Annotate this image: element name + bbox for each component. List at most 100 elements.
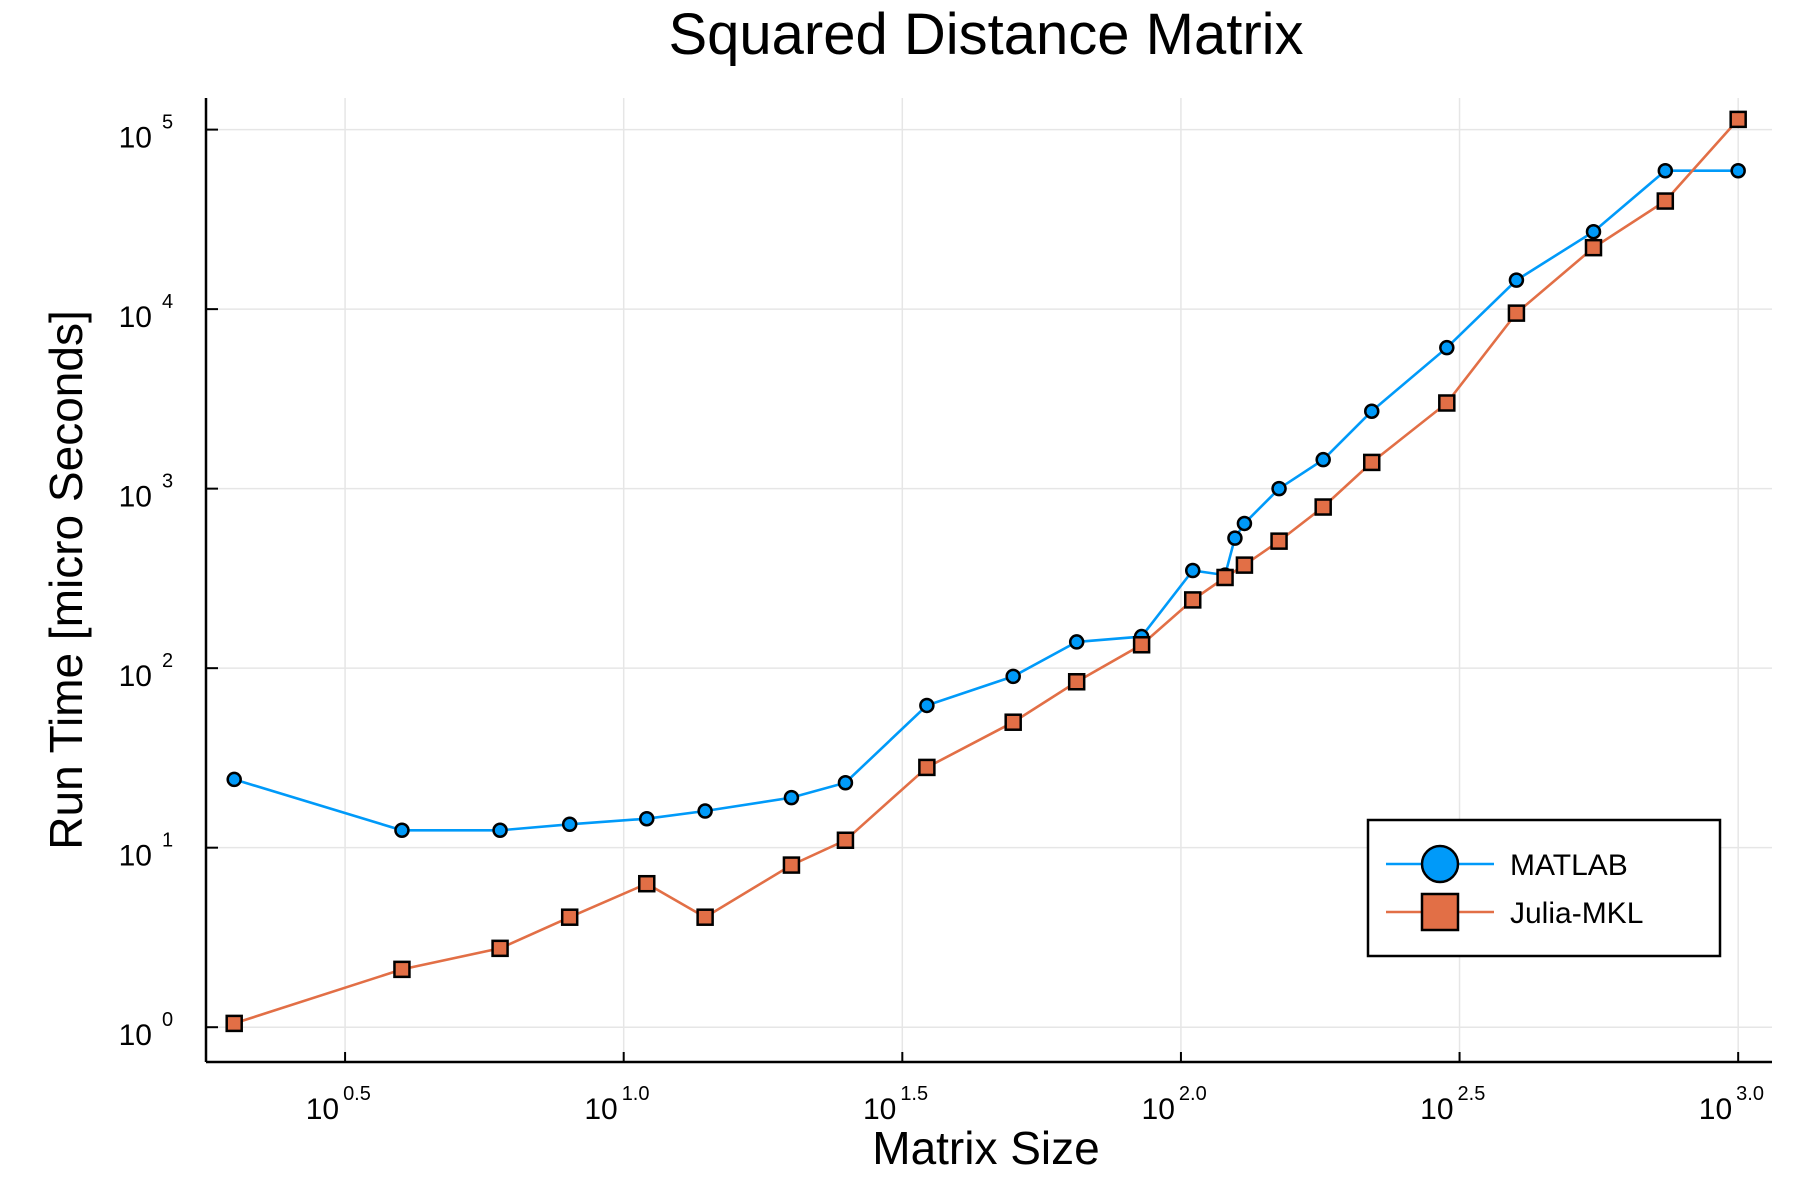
data-point [1183,591,1202,609]
data-point [1216,568,1234,587]
y-tick-base: 10 [119,1019,152,1052]
data-point [1235,556,1254,574]
tick-labels: 10 0.5 10 1.0 10 1.5 10 2.0 10 2.5 10 3.010 010 110 21… [119,112,1764,1126]
y-tick-label: 10 0 [119,1009,174,1052]
data-point [561,816,578,833]
y-tick-label: 10 2 [119,650,174,693]
legend-item: MATLAB [1386,844,1628,884]
data-point [393,960,411,979]
data-point [1729,110,1747,129]
data-point [1656,192,1675,210]
x-tick-exponent: 3.0 [1736,1083,1764,1105]
y-tick-label: 10 4 [119,291,174,334]
data-point [225,1014,243,1033]
x-tick-base: 10 [1142,1093,1175,1126]
data-point [1005,668,1021,685]
y-tick-base: 10 [119,122,152,155]
data-point [1067,673,1086,691]
data-point [696,908,714,926]
grid [206,98,1772,1062]
legend-marker-square [1420,892,1460,932]
x-axis-title: Matrix Size [872,1122,1099,1174]
legend-item: Julia-MKL [1386,892,1643,932]
legend-label: MATLAB [1510,849,1628,882]
series [225,110,1747,1033]
y-tick-exponent: 5 [162,112,173,134]
data-point [1227,530,1243,546]
x-tick-base: 10 [863,1093,896,1126]
y-tick-exponent: 4 [162,291,173,313]
data-point [1657,162,1674,179]
series-matlab [226,162,1746,839]
y-tick-base: 10 [119,660,152,693]
x-tick-base: 10 [1420,1093,1453,1126]
data-point [836,831,855,850]
data-point [697,803,713,819]
y-tick-base: 10 [119,301,152,334]
data-point [1363,403,1380,419]
y-tick-label: 10 1 [119,830,174,873]
data-point [1271,480,1287,497]
data-point [782,856,801,874]
data-point [560,908,579,926]
data-point [1184,562,1201,579]
data-point [1236,515,1253,532]
y-tick-exponent: 0 [162,1009,173,1031]
data-point [1507,304,1526,322]
data-point [919,697,935,714]
y-tick-exponent: 2 [162,650,173,672]
data-point [1314,498,1332,516]
x-tick-base: 10 [584,1093,617,1126]
x-tick-label: 10 3.0 [1699,1083,1764,1126]
legend-label: Julia-MKL [1510,897,1643,930]
x-tick-base: 10 [1699,1093,1732,1126]
data-point [226,771,242,788]
x-tick-label: 10 1.5 [863,1083,928,1126]
y-tick-exponent: 3 [162,471,173,493]
data-point [394,822,410,839]
x-tick-label: 10 2.5 [1420,1083,1485,1126]
data-point [1438,394,1456,412]
data-point [1068,634,1085,650]
x-tick-label: 10 0.5 [306,1083,371,1126]
x-tick-exponent: 1.5 [900,1083,928,1105]
data-point [639,810,655,827]
y-tick-exponent: 1 [162,830,173,852]
y-tick-label: 10 5 [119,112,174,155]
legend-marker-circle [1420,844,1460,884]
data-point [918,758,936,777]
data-point [1362,453,1381,472]
data-point [837,774,854,791]
legend: MATLAB Julia-MKL [1366,818,1722,958]
data-point [491,939,509,958]
x-tick-exponent: 1.0 [622,1083,650,1105]
x-tick-label: 10 1.0 [584,1083,649,1126]
data-point [1132,636,1151,654]
x-tick-base: 10 [306,1093,339,1126]
data-point [1315,451,1331,468]
y-axis-title: Run Time [micro Seconds] [40,310,92,849]
data-point [783,789,800,806]
chart-title: Squared Distance Matrix [668,2,1303,67]
series-line [233,169,1739,832]
legend-box [1366,818,1722,958]
data-point [1270,532,1288,550]
y-tick-base: 10 [119,840,152,873]
x-tick-label: 10 2.0 [1142,1083,1207,1126]
data-point [492,822,508,839]
axes [204,98,1772,1064]
data-point [1508,272,1525,288]
data-point [1730,162,1746,179]
series-julia-mkl [225,110,1747,1033]
data-point [1585,223,1602,240]
data-point [638,874,656,893]
x-tick-exponent: 0.5 [343,1083,371,1105]
x-tick-exponent: 2.5 [1458,1083,1486,1105]
data-point [1004,713,1022,731]
data-point [1439,339,1455,356]
y-tick-label: 10 3 [119,471,174,514]
x-tick-exponent: 2.0 [1179,1083,1207,1105]
y-tick-base: 10 [119,481,152,514]
data-point [1584,238,1603,257]
